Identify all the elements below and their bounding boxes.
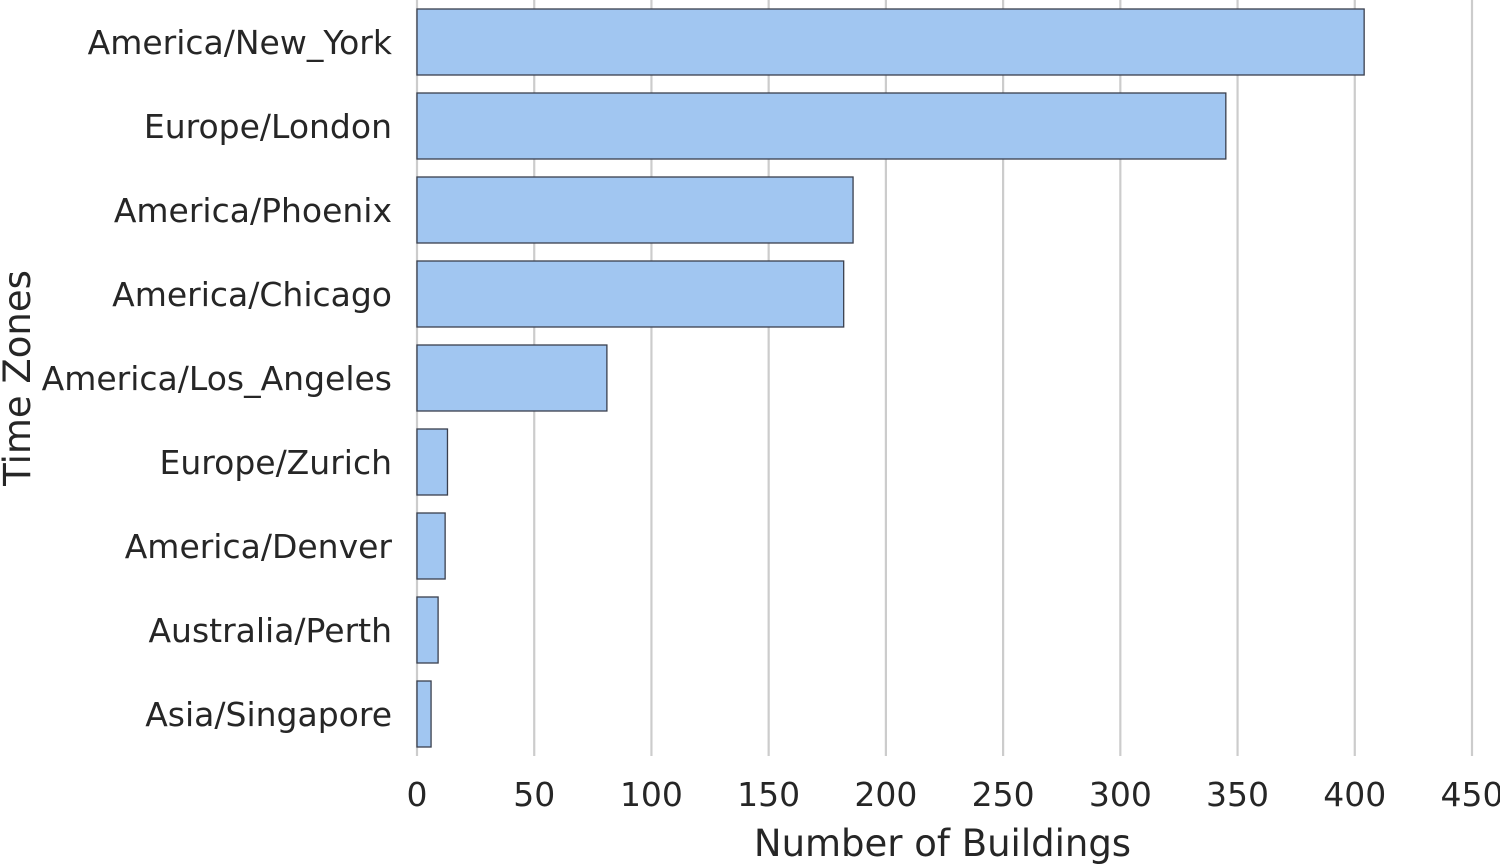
bar-america-denver (416, 512, 446, 580)
y-category-label: Australia/Perth (148, 611, 392, 650)
y-category-label: Asia/Singapore (145, 695, 392, 734)
x-tick-labels: 0 50 100 150 200 250 300 350 400 450 (407, 775, 1500, 814)
x-axis-title: Number of Buildings (754, 822, 1131, 864)
x-tick-label: 250 (972, 775, 1035, 814)
bars (416, 8, 1365, 748)
x-tick-label: 450 (1441, 775, 1500, 814)
x-tick-label: 400 (1323, 775, 1386, 814)
bar-america-los-angeles (416, 344, 608, 412)
x-tick-label: 300 (1089, 775, 1152, 814)
y-category-labels: America/New_York Europe/London America/Pho… (42, 23, 393, 734)
bar-europe-london (416, 92, 1227, 160)
x-tick-label: 150 (737, 775, 800, 814)
y-category-label: America/Los_Angeles (42, 359, 392, 398)
y-category-label: America/Chicago (112, 275, 392, 314)
y-category-label: America/New_York (88, 23, 393, 62)
bar-america-phoenix (416, 176, 854, 244)
x-tick-label: 350 (1206, 775, 1269, 814)
bar-america-chicago (416, 260, 845, 328)
x-tick-label: 200 (854, 775, 917, 814)
x-tick-label: 100 (620, 775, 683, 814)
x-tick-label: 50 (513, 775, 555, 814)
y-category-label: Europe/Zurich (160, 443, 392, 482)
y-category-label: Europe/London (144, 107, 392, 146)
y-category-label: America/Denver (125, 527, 393, 566)
bar-america-new-york (416, 8, 1365, 76)
y-category-label: America/Phoenix (114, 191, 392, 230)
y-axis-title: Time Zones (0, 270, 39, 487)
x-tick-label: 0 (407, 775, 428, 814)
bar-australia-perth (416, 596, 439, 664)
bar-asia-singapore (416, 680, 432, 748)
bar-europe-zurich (416, 428, 449, 496)
